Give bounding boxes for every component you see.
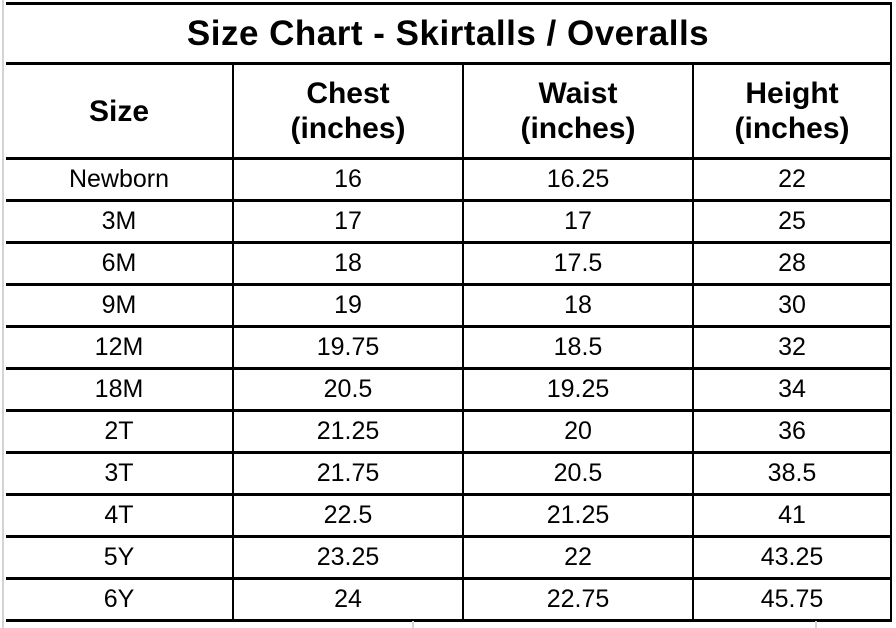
cell-size: 3T (6, 451, 234, 496)
cell-waist: 22 (462, 535, 694, 580)
col-header-size: Size (6, 62, 234, 160)
cell-waist: 17.5 (462, 241, 694, 286)
cell-height: 32 (691, 325, 893, 370)
cell-waist: 20.5 (462, 451, 694, 496)
col-header-size-label: Size (88, 94, 150, 128)
cell-waist: 19.25 (462, 367, 694, 412)
table-row: 3M 17 17 25 (6, 199, 893, 244)
cell-size: 12M (6, 325, 234, 370)
table-row: Newborn 16 16.25 22 (6, 157, 893, 202)
cell-chest: 23.25 (232, 535, 464, 580)
cell-waist: 22.75 (462, 577, 694, 622)
cell-height: 34 (691, 367, 893, 412)
col-header-waist: Waist (inches) (462, 62, 694, 160)
cell-height: 45.75 (691, 577, 893, 622)
header-row: Size Chest (inches) Waist (inches) Heigh… (6, 62, 893, 160)
table-row: 5Y 23.25 22 43.25 (6, 535, 893, 580)
sheet-gridline-stub (815, 621, 817, 628)
col-header-height-sublabel: (inches) (734, 112, 850, 145)
cell-chest: 20.5 (232, 367, 464, 412)
table-row: 9M 19 18 30 (6, 283, 893, 328)
table-row: 2T 21.25 20 36 (6, 409, 893, 454)
size-chart-table: Size Chart - Skirtalls / Overalls Size C… (6, 2, 893, 622)
cell-height: 41 (691, 493, 893, 538)
table-row: 4T 22.5 21.25 41 (6, 493, 893, 538)
cell-waist: 18.5 (462, 325, 694, 370)
col-header-height: Height (inches) (691, 62, 893, 160)
table-row: 6Y 24 22.75 45.75 (6, 577, 893, 622)
cell-chest: 21.75 (232, 451, 464, 496)
cell-waist: 16.25 (462, 157, 694, 202)
col-header-waist-label: Waist (538, 77, 618, 110)
cell-chest: 17 (232, 199, 464, 244)
cell-height: 22 (691, 157, 893, 202)
cell-chest: 16 (232, 157, 464, 202)
col-header-chest-label: Chest (306, 77, 390, 110)
table-row: 3T 21.75 20.5 38.5 (6, 451, 893, 496)
table-row: 6M 18 17.5 28 (6, 241, 893, 286)
cell-height: 38.5 (691, 451, 893, 496)
cell-size: 9M (6, 283, 234, 328)
table-title: Size Chart - Skirtalls / Overalls (6, 2, 893, 65)
cell-size: 6M (6, 241, 234, 286)
col-header-chest: Chest (inches) (232, 62, 464, 160)
cell-height: 43.25 (691, 535, 893, 580)
cell-height: 36 (691, 409, 893, 454)
cell-size: 2T (6, 409, 234, 454)
cell-chest: 22.5 (232, 493, 464, 538)
col-header-waist-sublabel: (inches) (520, 112, 636, 145)
cell-waist: 17 (462, 199, 694, 244)
cell-size: 5Y (6, 535, 234, 580)
cell-chest: 18 (232, 241, 464, 286)
table-row: 18M 20.5 19.25 34 (6, 367, 893, 412)
cell-waist: 20 (462, 409, 694, 454)
sheet-gridline-stub (412, 621, 414, 628)
cell-size: 18M (6, 367, 234, 412)
cell-chest: 19 (232, 283, 464, 328)
col-header-chest-sublabel: (inches) (290, 112, 406, 145)
cell-size: 3M (6, 199, 234, 244)
sheet-gridline-left (2, 0, 4, 628)
cell-chest: 21.25 (232, 409, 464, 454)
cell-chest: 24 (232, 577, 464, 622)
cell-size: 6Y (6, 577, 234, 622)
cell-height: 28 (691, 241, 893, 286)
table-row: 12M 19.75 18.5 32 (6, 325, 893, 370)
cell-height: 30 (691, 283, 893, 328)
cell-height: 25 (691, 199, 893, 244)
title-row: Size Chart - Skirtalls / Overalls (6, 2, 893, 65)
cell-size: Newborn (6, 157, 234, 202)
cell-waist: 18 (462, 283, 694, 328)
col-header-height-label: Height (745, 77, 839, 110)
cell-chest: 19.75 (232, 325, 464, 370)
cell-waist: 21.25 (462, 493, 694, 538)
cell-size: 4T (6, 493, 234, 538)
